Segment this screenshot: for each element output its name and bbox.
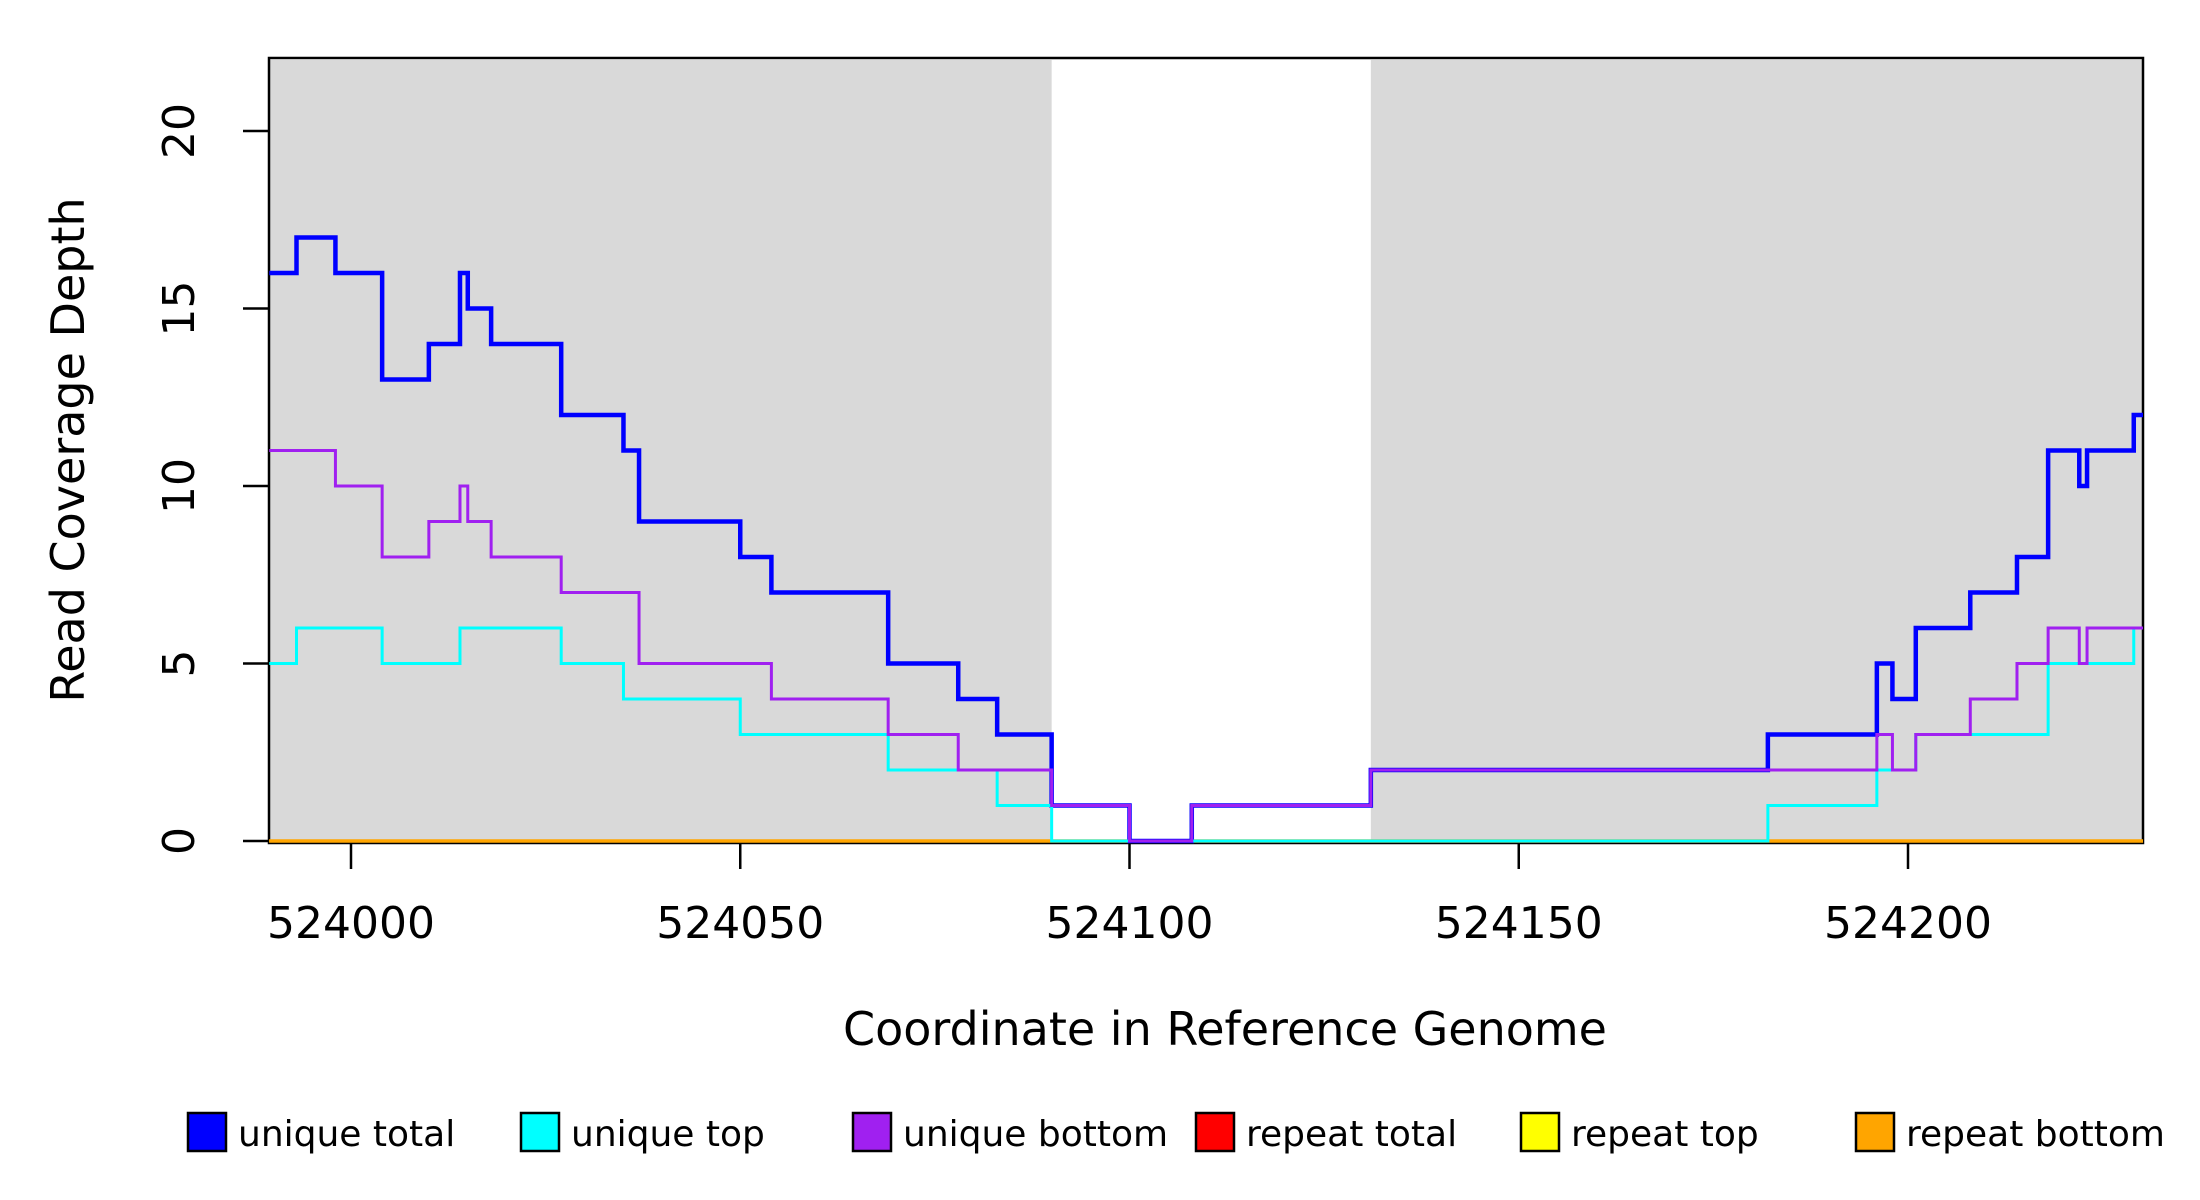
covered-region-right [1370,60,2143,841]
legend-label: unique top [571,1114,765,1155]
x-tick-label: 524000 [267,898,435,949]
plot-box [267,56,2145,845]
covered-region-left [269,60,1052,841]
y-tick-label: 15 [154,281,205,337]
legend-label: repeat total [1246,1114,1457,1155]
legend-label: unique total [238,1114,455,1155]
y-tick-label: 20 [154,103,205,159]
series-unique-total [269,235,2143,844]
legend-swatch-unique-total [186,1111,228,1153]
y-tick-label: 10 [154,458,205,514]
legend-label: repeat bottom [1906,1114,2165,1155]
legend-item-unique-bottom: unique bottom [851,1111,1168,1155]
y-tick-label: 0 [154,827,205,855]
legend-label: unique bottom [903,1114,1168,1155]
legend-swatch-repeat-bottom [1854,1111,1896,1153]
legend-item-repeat-total: repeat total [1194,1111,1457,1155]
x-tick-label: 524200 [1824,898,1992,949]
legend-label: repeat top [1571,1114,1759,1155]
series-unique-bottom [269,449,2143,843]
legend-item-repeat-top: repeat top [1519,1111,1759,1155]
x-axis-title: Coordinate in Reference Genome [843,1002,1607,1056]
legend-swatch-unique-top [519,1111,561,1153]
legend-swatch-repeat-total [1194,1111,1236,1153]
y-axis-title: Read Coverage Depth [41,197,95,702]
x-tick-label: 524050 [656,898,824,949]
legend-item-repeat-bottom: repeat bottom [1854,1111,2165,1155]
legend-item-unique-top: unique top [519,1111,765,1155]
x-tick-label: 524150 [1435,898,1603,949]
y-tick-label: 5 [154,650,205,678]
legend-swatch-unique-bottom [851,1111,893,1153]
legend-item-unique-total: unique total [186,1111,455,1155]
legend-swatch-repeat-top [1519,1111,1561,1153]
x-tick-label: 524100 [1046,898,1214,949]
